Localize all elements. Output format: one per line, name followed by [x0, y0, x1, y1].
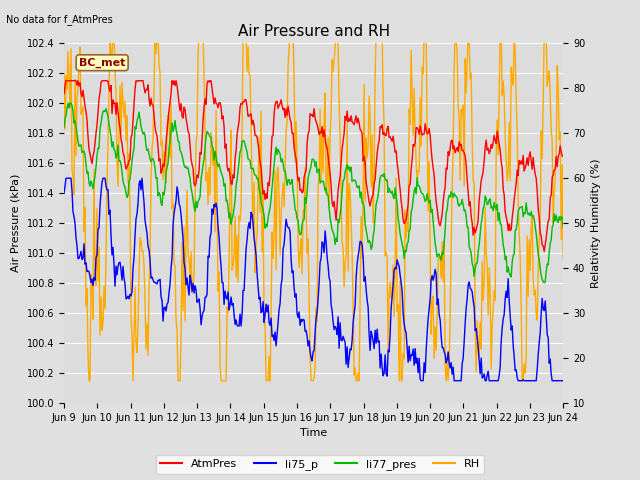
Y-axis label: Relativity Humidity (%): Relativity Humidity (%) — [591, 158, 601, 288]
X-axis label: Time: Time — [300, 429, 327, 438]
Text: BC_met: BC_met — [79, 58, 125, 68]
Y-axis label: Air Pressure (kPa): Air Pressure (kPa) — [11, 174, 21, 272]
Legend: AtmPres, li75_p, li77_pres, RH: AtmPres, li75_p, li77_pres, RH — [156, 455, 484, 474]
Title: Air Pressure and RH: Air Pressure and RH — [237, 24, 390, 39]
Text: No data for f_AtmPres: No data for f_AtmPres — [6, 14, 113, 25]
